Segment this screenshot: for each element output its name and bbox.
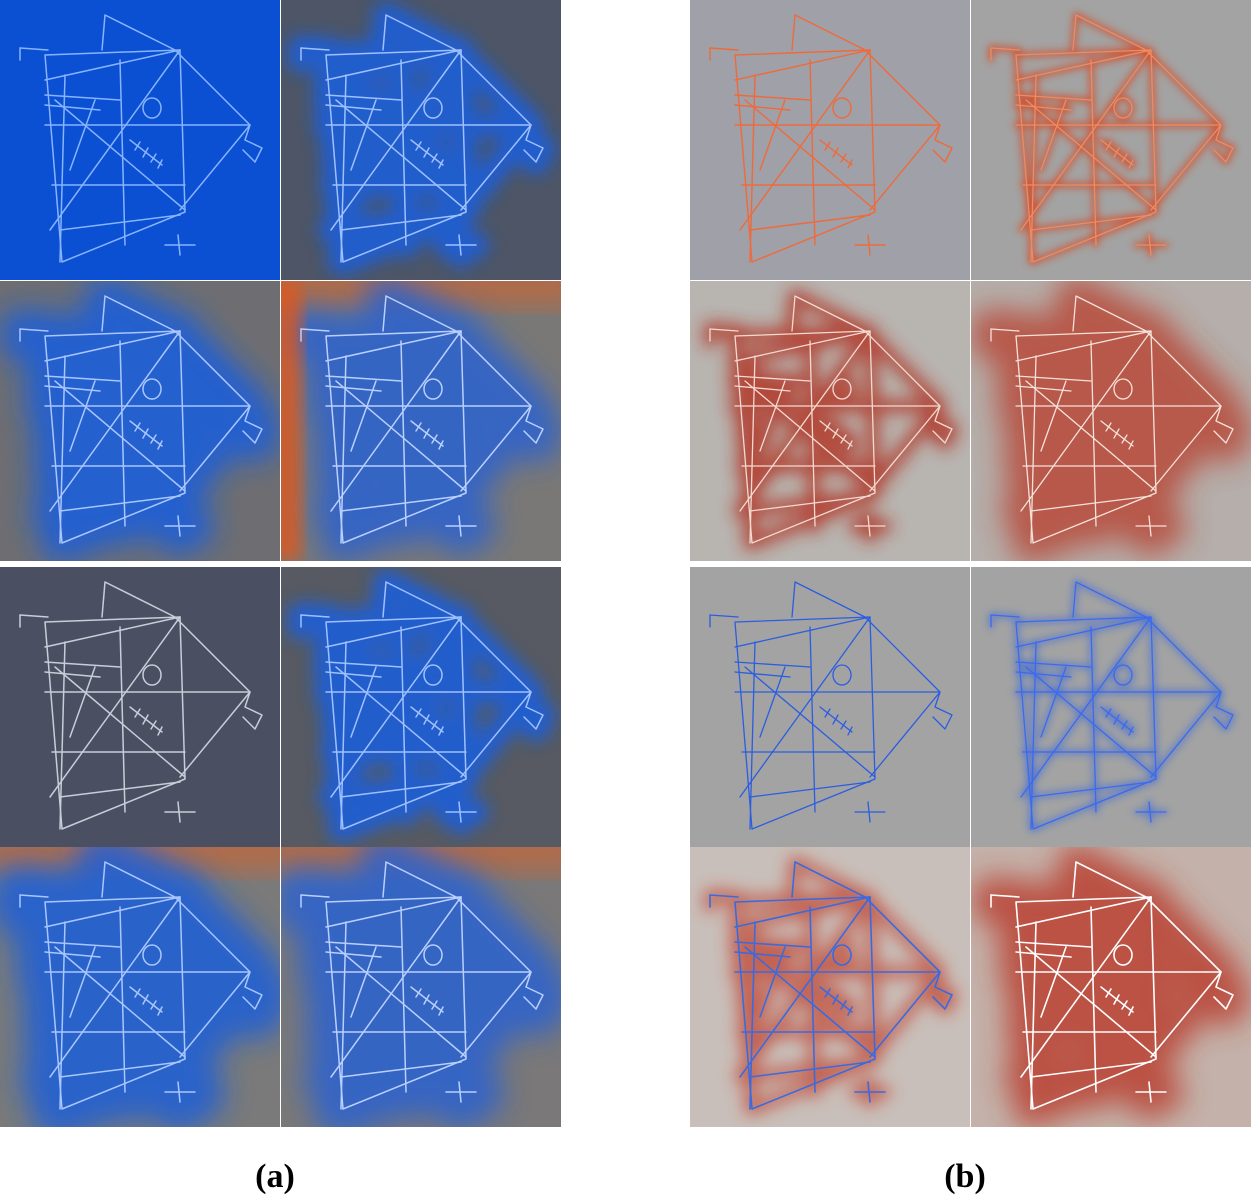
sketch-panel [971,0,1251,280]
panel-background [0,0,280,280]
sketch-panel [971,847,1251,1127]
sketch-panel [281,0,561,280]
sketch-panel [690,0,970,280]
label-b: (b) [944,1158,986,1195]
panel-background [690,0,970,280]
sketch-panel [0,281,280,561]
sketch-panel [281,567,561,847]
sketch-panel [971,567,1251,847]
figure [0,0,1251,1127]
label-a: (a) [255,1158,295,1195]
sketch-panel [971,281,1251,561]
sketch-panel [690,281,970,561]
sketch-panel [0,567,280,847]
heat-region [281,281,301,561]
panel-background [0,567,280,847]
panel-background [690,567,970,847]
sketch-panel [690,847,970,1127]
sketch-panel [690,567,970,847]
sketch-panel [281,281,561,561]
sketch-panel [0,847,280,1127]
sketch-panel [0,0,280,280]
sketch-panel [281,847,561,1127]
